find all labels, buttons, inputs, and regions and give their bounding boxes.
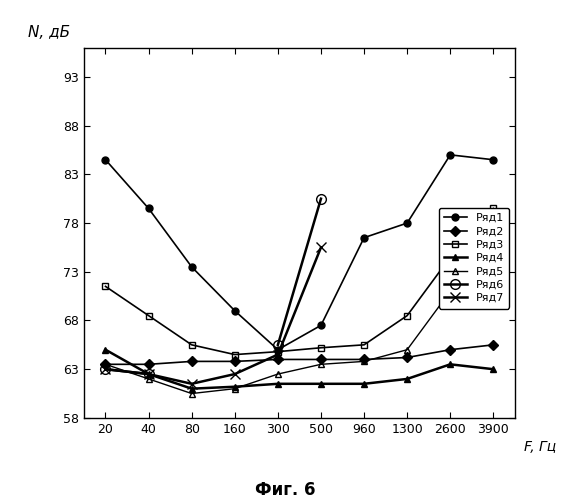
Ряд3: [275, 348, 282, 354]
Ряд2: [188, 358, 195, 364]
Ряд4: [275, 381, 282, 387]
Ряд7: [317, 244, 324, 250]
Ряд4: [102, 346, 109, 352]
Ряд4: [145, 371, 152, 377]
Ряд2: [404, 354, 411, 360]
Ряд3: [404, 312, 411, 318]
Ряд3: [317, 345, 324, 351]
Ряд6: [102, 366, 109, 372]
Ряд3: [231, 352, 238, 358]
Ряд5: [447, 288, 454, 294]
Text: F, Гц: F, Гц: [524, 440, 556, 454]
Ряд5: [317, 362, 324, 368]
Ряд5: [361, 358, 368, 364]
Ряд2: [231, 358, 238, 364]
Ряд1: [404, 220, 411, 226]
Line: Ряд1: Ряд1: [102, 152, 497, 353]
Ряд7: [231, 371, 238, 377]
Ряд5: [188, 390, 195, 396]
Ряд7: [188, 381, 195, 387]
Ряд1: [317, 322, 324, 328]
Ряд5: [231, 386, 238, 392]
Ряд2: [317, 356, 324, 362]
Ряд1: [102, 156, 109, 162]
Ряд2: [490, 342, 497, 348]
Ряд4: [188, 386, 195, 392]
Line: Ряд4: Ряд4: [102, 346, 497, 392]
Ряд1: [275, 346, 282, 352]
Line: Ряд3: Ряд3: [102, 205, 497, 358]
Ряд2: [102, 362, 109, 368]
Line: Ряд6: Ряд6: [100, 194, 326, 379]
Line: Ряд7: Ряд7: [100, 242, 326, 388]
Ряд2: [275, 356, 282, 362]
Ряд1: [490, 156, 497, 162]
Ряд3: [447, 254, 454, 260]
Ряд4: [317, 381, 324, 387]
Ряд3: [102, 284, 109, 290]
Ряд4: [447, 362, 454, 368]
Ряд2: [447, 346, 454, 352]
Ряд1: [188, 264, 195, 270]
Ряд6: [317, 196, 324, 202]
Ряд4: [361, 381, 368, 387]
Ряд1: [361, 234, 368, 240]
Ряд1: [231, 308, 238, 314]
Legend: Ряд1, Ряд2, Ряд3, Ряд4, Ряд5, Ряд6, Ряд7: Ряд1, Ряд2, Ряд3, Ряд4, Ряд5, Ряд6, Ряд7: [439, 208, 509, 308]
Ряд7: [102, 366, 109, 372]
Ряд6: [275, 342, 282, 348]
Ряд4: [231, 384, 238, 390]
Line: Ряд5: Ряд5: [102, 288, 454, 397]
Ряд7: [275, 352, 282, 358]
Ряд6: [145, 371, 152, 377]
Ряд4: [490, 366, 497, 372]
Ряд3: [188, 342, 195, 348]
Ряд3: [490, 206, 497, 212]
Ряд5: [404, 346, 411, 352]
Ряд3: [361, 342, 368, 348]
Ряд3: [145, 312, 152, 318]
Ряд2: [145, 362, 152, 368]
Ряд1: [145, 206, 152, 212]
Ряд1: [447, 152, 454, 158]
Ряд5: [275, 371, 282, 377]
Ряд2: [361, 356, 368, 362]
Ряд5: [145, 376, 152, 382]
Line: Ряд2: Ряд2: [102, 342, 497, 368]
Ряд5: [102, 362, 109, 368]
Ряд4: [404, 376, 411, 382]
Ряд7: [145, 371, 152, 377]
Text: Фиг. 6: Фиг. 6: [255, 481, 316, 499]
Text: N, дБ: N, дБ: [28, 26, 70, 40]
